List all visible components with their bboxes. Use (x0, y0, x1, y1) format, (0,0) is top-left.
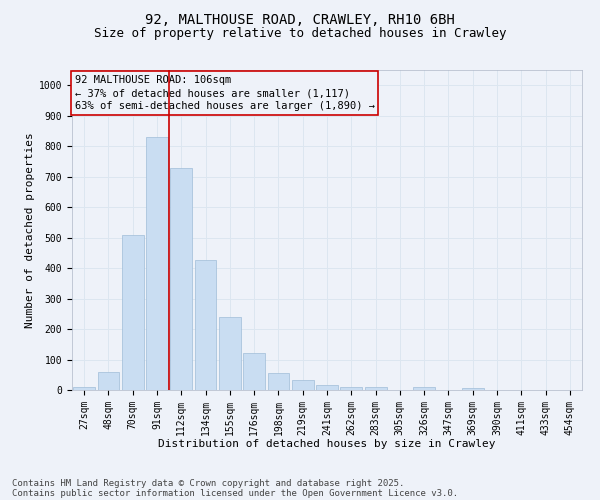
Bar (413, 387, 435, 390)
Bar (122, 234, 143, 390)
Bar (194, 260, 217, 390)
Y-axis label: Number of detached properties: Number of detached properties (25, 132, 35, 328)
Bar (146, 137, 168, 390)
Bar (219, 317, 241, 390)
Text: Contains HM Land Registry data © Crown copyright and database right 2025.: Contains HM Land Registry data © Crown c… (12, 478, 404, 488)
Bar (462, 388, 484, 390)
Bar (73, 387, 95, 390)
Bar (243, 354, 265, 390)
Text: 92, MALTHOUSE ROAD, CRAWLEY, RH10 6BH: 92, MALTHOUSE ROAD, CRAWLEY, RH10 6BH (145, 12, 455, 26)
Bar (340, 387, 362, 390)
X-axis label: Distribution of detached houses by size in Crawley: Distribution of detached houses by size … (158, 439, 496, 449)
Text: Contains public sector information licensed under the Open Government Licence v3: Contains public sector information licen… (12, 488, 458, 498)
Bar (97, 372, 119, 390)
Bar (316, 386, 338, 390)
Bar (292, 380, 314, 390)
Bar (170, 168, 192, 390)
Bar (268, 373, 289, 390)
Bar (365, 387, 386, 390)
Text: 92 MALTHOUSE ROAD: 106sqm
← 37% of detached houses are smaller (1,117)
63% of se: 92 MALTHOUSE ROAD: 106sqm ← 37% of detac… (74, 75, 374, 111)
Text: Size of property relative to detached houses in Crawley: Size of property relative to detached ho… (94, 28, 506, 40)
